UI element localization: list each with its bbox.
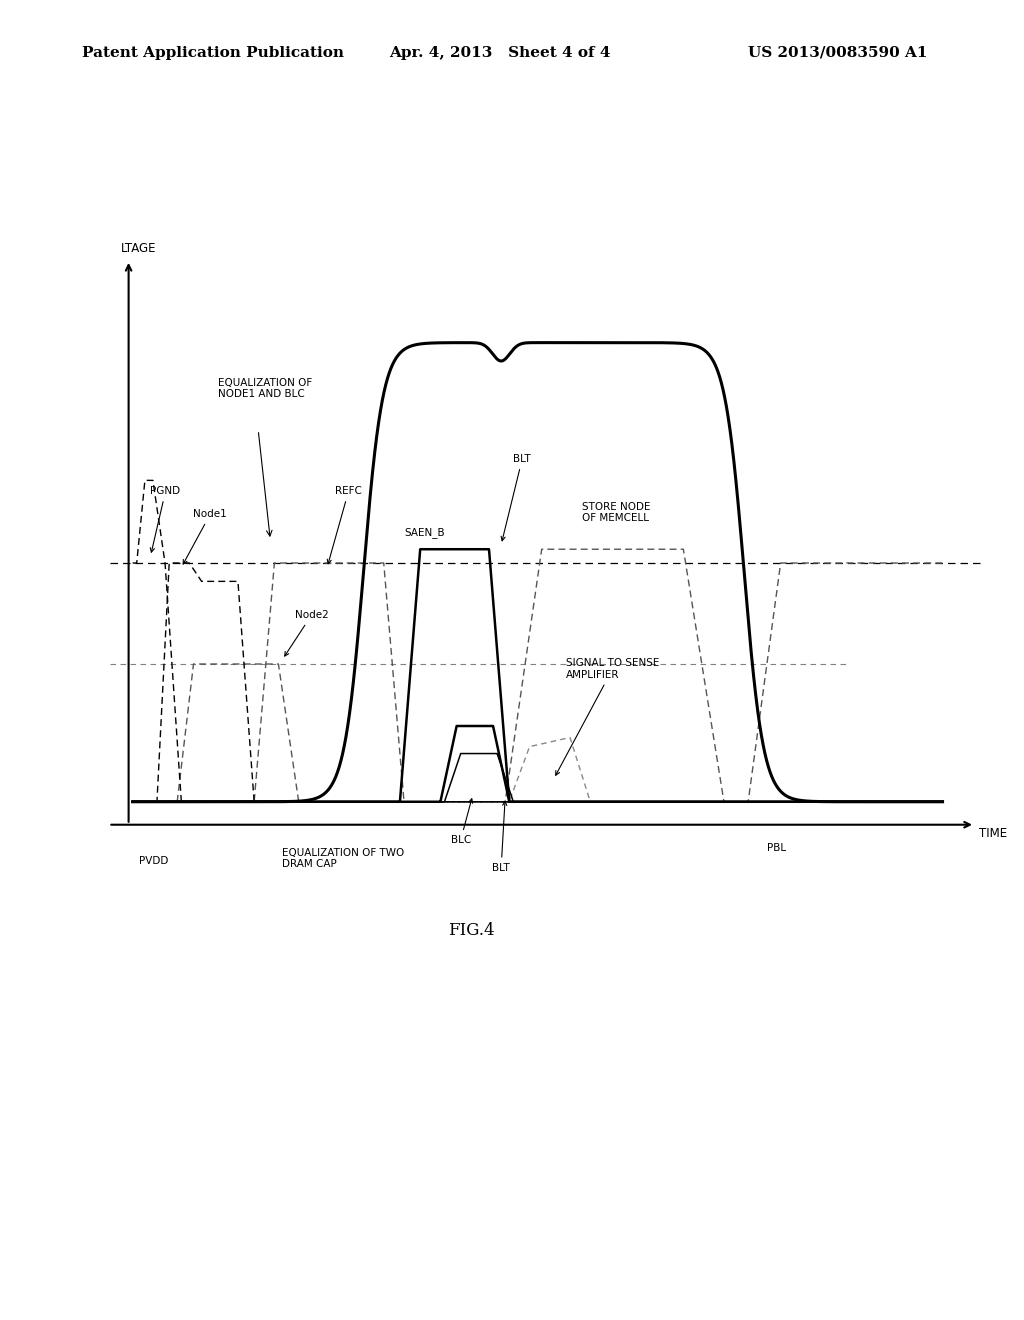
Text: SIGNAL TO SENSE
AMPLIFIER: SIGNAL TO SENSE AMPLIFIER: [556, 659, 659, 775]
Text: Apr. 4, 2013   Sheet 4 of 4: Apr. 4, 2013 Sheet 4 of 4: [389, 46, 610, 59]
Text: TIME: TIME: [979, 828, 1008, 840]
Text: REFC: REFC: [328, 486, 362, 564]
Text: STORE NODE
OF MEMCELL: STORE NODE OF MEMCELL: [582, 502, 650, 523]
Text: EQUALIZATION OF TWO
DRAM CAP: EQUALIZATION OF TWO DRAM CAP: [283, 847, 404, 870]
Text: SAEN_B: SAEN_B: [403, 527, 444, 537]
Text: PBL: PBL: [767, 843, 786, 853]
Text: FIG.4: FIG.4: [447, 923, 495, 939]
Text: US 2013/0083590 A1: US 2013/0083590 A1: [748, 46, 927, 59]
Text: Node2: Node2: [285, 610, 329, 656]
Text: BLT: BLT: [501, 454, 531, 541]
Text: PGND: PGND: [151, 486, 180, 552]
Text: BLT: BLT: [493, 801, 510, 873]
Text: Patent Application Publication: Patent Application Publication: [82, 46, 344, 59]
Text: LTAGE: LTAGE: [121, 243, 156, 255]
Text: EQUALIZATION OF
NODE1 AND BLC: EQUALIZATION OF NODE1 AND BLC: [218, 378, 312, 400]
Text: PVDD: PVDD: [139, 857, 169, 866]
Text: Node1: Node1: [183, 510, 227, 564]
Text: BLC: BLC: [451, 799, 473, 845]
